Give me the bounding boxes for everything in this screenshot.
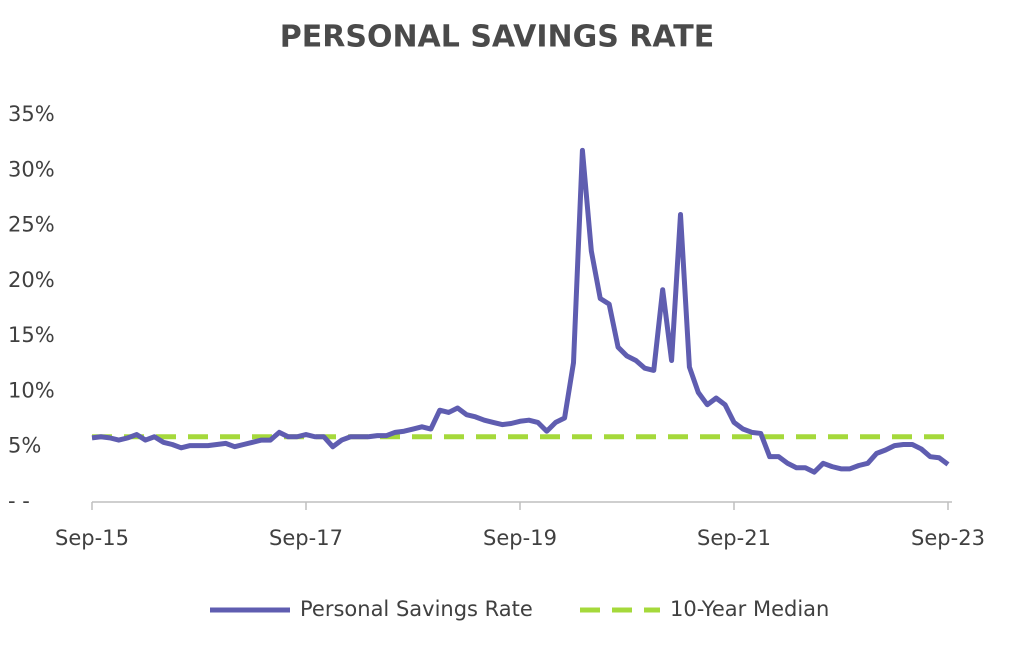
y-tick-label: 15% <box>8 323 55 347</box>
y-tick-label: 20% <box>8 268 55 292</box>
y-tick-label: 25% <box>8 213 55 237</box>
x-tick-label: Sep-19 <box>483 526 557 550</box>
y-tick-label: 10% <box>8 378 55 402</box>
x-tick-label: Sep-21 <box>697 526 771 550</box>
series-line <box>91 147 950 475</box>
x-tick-label: Sep-23 <box>911 526 985 550</box>
chart-title: PERSONAL SAVINGS RATE <box>280 20 714 55</box>
x-tick-label: Sep-17 <box>269 526 343 550</box>
x-tick-label: Sep-15 <box>55 526 129 550</box>
y-tick-label: - - <box>8 489 30 513</box>
legend-label: 10-Year Median <box>670 597 829 621</box>
y-tick-label: 30% <box>8 157 55 181</box>
legend-label: Personal Savings Rate <box>300 597 533 621</box>
y-tick-label: 5% <box>8 434 41 458</box>
y-tick-label: 35% <box>8 102 55 126</box>
